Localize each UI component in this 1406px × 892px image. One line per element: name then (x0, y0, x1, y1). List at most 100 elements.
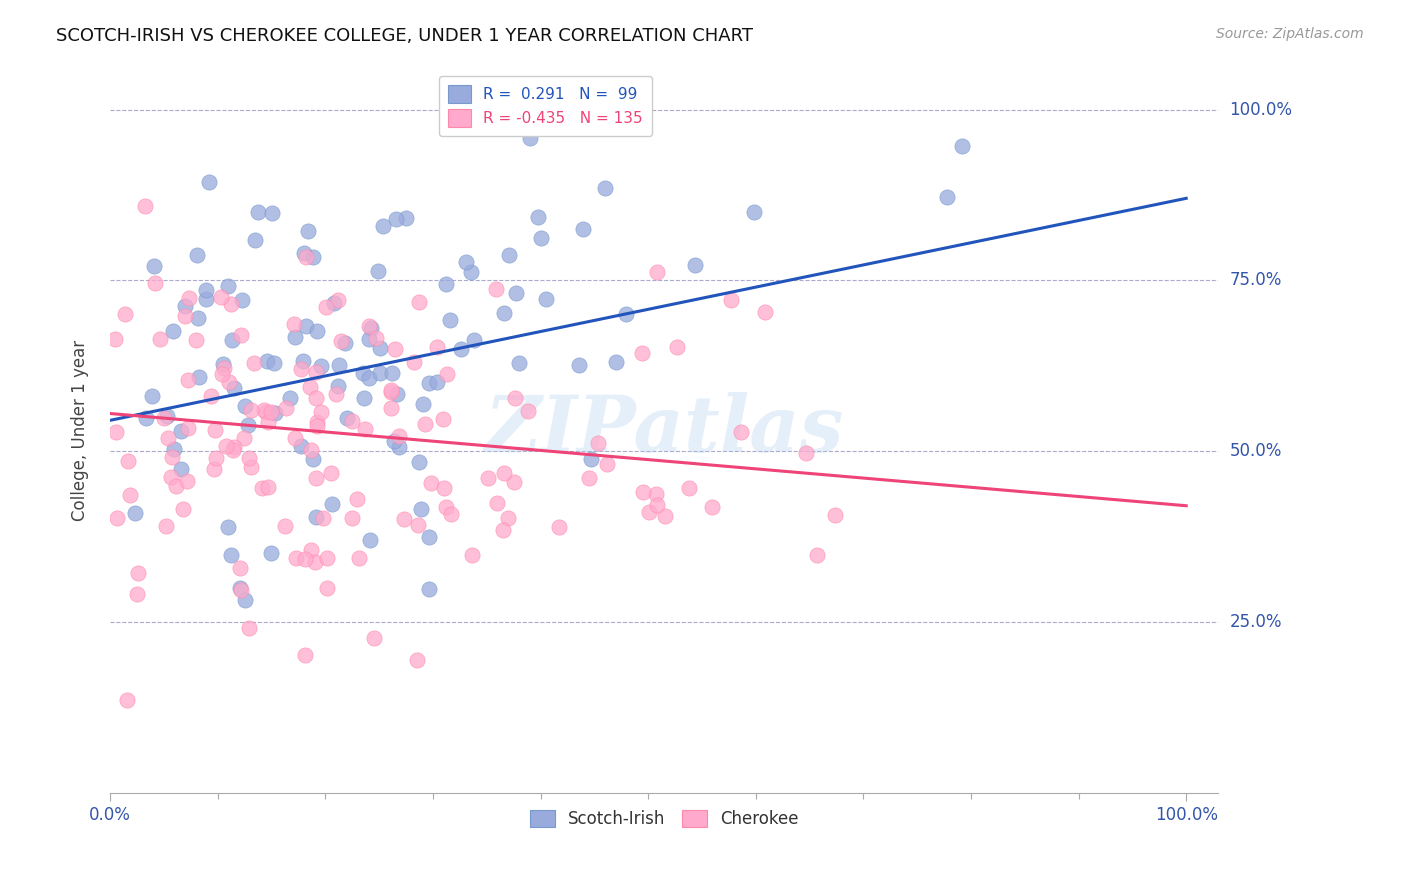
Point (240, 402, 263, 417)
Point (418, 582, 440, 596)
Point (124, 506, 146, 520)
Point (654, 509, 676, 524)
Point (342, 414, 364, 428)
Point (342, 511, 364, 525)
Point (450, 343, 472, 357)
Point (412, 397, 434, 411)
Point (307, 418, 329, 433)
Point (157, 431, 180, 445)
Point (263, 406, 285, 420)
Point (173, 310, 195, 324)
Point (418, 531, 440, 545)
Point (578, 471, 600, 485)
Point (163, 442, 186, 456)
Point (299, 442, 322, 457)
Point (754, 305, 776, 319)
Point (278, 392, 301, 406)
Point (496, 511, 519, 525)
Point (117, 693, 139, 707)
Point (219, 297, 242, 311)
Point (299, 543, 322, 558)
Point (292, 245, 315, 260)
Point (117, 454, 139, 468)
Point (218, 375, 240, 389)
Point (294, 648, 316, 663)
Point (328, 358, 350, 372)
Text: 50.0%: 50.0% (1230, 442, 1282, 460)
Point (394, 512, 416, 526)
Point (505, 285, 527, 300)
Point (794, 446, 817, 460)
Point (162, 324, 184, 338)
Point (135, 411, 157, 425)
Point (104, 425, 127, 439)
Text: 25.0%: 25.0% (1230, 613, 1282, 631)
Point (231, 582, 253, 597)
Point (228, 582, 250, 596)
Point (405, 652, 427, 666)
Point (195, 283, 218, 297)
Point (527, 211, 550, 225)
Point (370, 341, 392, 355)
Point (202, 462, 225, 476)
Point (284, 330, 307, 344)
Point (236, 417, 259, 432)
Point (242, 356, 264, 370)
Point (285, 551, 308, 566)
Point (492, 523, 515, 537)
Point (935, 189, 957, 203)
Point (217, 520, 239, 534)
Point (143, 259, 166, 273)
Point (408, 454, 430, 468)
Point (380, 401, 402, 416)
Point (319, 467, 342, 481)
Point (309, 405, 332, 419)
Point (366, 331, 388, 345)
Point (222, 443, 245, 458)
Point (408, 294, 430, 309)
Point (143, 276, 166, 290)
Point (720, 293, 742, 307)
Point (200, 389, 222, 403)
Point (485, 282, 508, 296)
Point (508, 356, 530, 370)
Point (260, 546, 283, 560)
Point (105, 511, 128, 525)
Point (638, 505, 661, 519)
Point (579, 452, 602, 467)
Point (114, 307, 136, 321)
Point (172, 502, 194, 516)
Point (367, 264, 389, 278)
Point (294, 551, 316, 566)
Point (170, 425, 193, 439)
Point (426, 375, 449, 389)
Point (411, 502, 433, 516)
Point (645, 265, 668, 279)
Point (335, 335, 357, 350)
Text: Source: ZipAtlas.com: Source: ZipAtlas.com (1216, 27, 1364, 41)
Point (235, 593, 257, 607)
Legend: Scotch-Irish, Cherokee: Scotch-Irish, Cherokee (523, 804, 806, 835)
Point (571, 221, 593, 235)
Point (179, 291, 201, 305)
Point (295, 250, 318, 264)
Point (307, 415, 329, 429)
Point (328, 379, 350, 393)
Point (302, 250, 325, 264)
Point (605, 354, 627, 368)
Point (463, 333, 485, 347)
Point (212, 358, 235, 372)
Point (596, 457, 619, 471)
Point (299, 380, 322, 394)
Point (325, 386, 347, 401)
Point (357, 332, 380, 346)
Point (141, 389, 163, 403)
Point (257, 480, 280, 494)
Text: 75.0%: 75.0% (1230, 271, 1282, 289)
Point (305, 324, 328, 338)
Point (434, 277, 457, 291)
Point (260, 405, 283, 419)
Point (262, 206, 284, 220)
Point (456, 255, 478, 269)
Point (250, 481, 273, 495)
